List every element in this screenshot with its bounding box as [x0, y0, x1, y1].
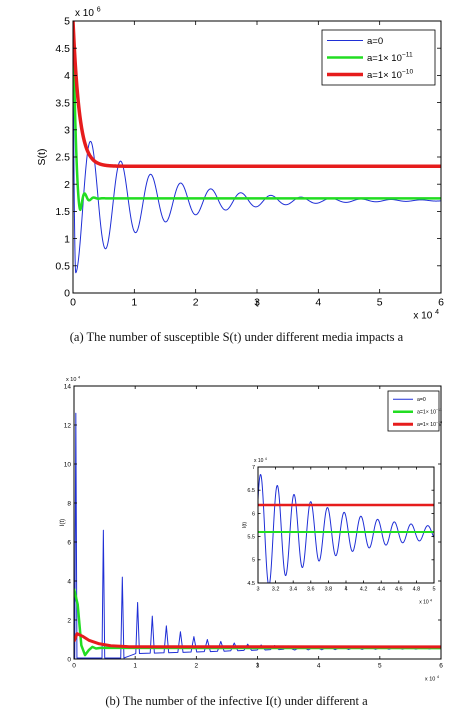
x-axis-label: t — [256, 298, 259, 310]
x-tick-label: 4.6 — [395, 587, 403, 593]
y-tick-label: 0 — [67, 656, 71, 663]
y-tick-label: 4 — [64, 70, 70, 82]
x-tick-label: 1 — [133, 663, 137, 670]
x-tick-label: 6 — [438, 297, 444, 309]
y-tick-label: 0.5 — [55, 260, 70, 272]
y-multiplier: x 10 6 — [75, 7, 101, 20]
x-tick-label: 3.4 — [289, 587, 297, 593]
y-tick-label: 3.5 — [55, 97, 70, 109]
y-axis-label: I(t) — [242, 522, 248, 528]
y-tick-label: 3 — [64, 124, 70, 136]
legend-label: a=1× 10−10 — [417, 421, 442, 428]
series-group — [74, 412, 441, 659]
legend-label: a=1× 10−10 — [367, 69, 413, 81]
x-tick-label: 2 — [195, 663, 199, 670]
y-tick-label: 14 — [64, 383, 72, 390]
y-tick-label: 5 — [252, 558, 255, 564]
x-tick-label: 5 — [378, 663, 382, 670]
y-multiplier: x 10 4 — [254, 457, 267, 464]
x-tick-label: 5 — [432, 587, 435, 593]
y-tick-label: 2 — [67, 617, 71, 624]
y-tick-label: 1.5 — [55, 206, 70, 218]
x-tick-label: 4 — [315, 297, 321, 309]
y-axis-label: S(t) — [36, 149, 48, 166]
plot-inset: 3 3.2 3.4 3.6 3.8 4 4.2 4.4 4.6 4.8 54.555.566.57x… — [242, 457, 436, 606]
y-multiplier: x 10 4 — [66, 376, 81, 383]
x-axis-label: t — [345, 586, 347, 592]
caption-a: (a) The number of susceptible S(t) under… — [69, 330, 404, 344]
x-tick-label: 4.4 — [377, 587, 385, 593]
x-tick-label: 6 — [439, 663, 443, 670]
x-tick-label: 1 — [131, 297, 137, 309]
y-tick-label: 4.5 — [55, 43, 70, 55]
series-line-2 — [74, 632, 441, 649]
y-axis-label: I(t) — [60, 519, 66, 526]
y-tick-label: 4 — [67, 578, 71, 585]
y-tick-label: 10 — [64, 461, 72, 468]
y-tick-label: 6 — [252, 511, 255, 517]
series-group — [73, 21, 441, 274]
x-tick-label: 2 — [193, 297, 199, 309]
y-tick-label: 12 — [64, 422, 72, 429]
x-tick-label: 4 — [317, 663, 321, 670]
series-line-0 — [73, 21, 441, 274]
legend-label: a=0 — [367, 36, 383, 47]
y-tick-label: 5.5 — [247, 535, 255, 541]
series-line-2 — [73, 21, 441, 168]
legend-label: a=0 — [417, 397, 426, 403]
legend-label: a=1× 10−11 — [367, 52, 413, 64]
caption-b: (b) The number of the infective I(t) und… — [105, 694, 368, 708]
y-tick-label: 4.5 — [247, 581, 255, 587]
y-tick-label: 7 — [252, 465, 255, 471]
y-tick-label: 2.5 — [55, 152, 70, 164]
x-tick-label: 5 — [377, 297, 383, 309]
y-tick-label: 1 — [64, 233, 70, 245]
x-multiplier: x 10 4 — [425, 675, 440, 682]
y-tick-label: 6 — [67, 539, 71, 546]
series-line-1 — [74, 588, 441, 657]
x-tick-label: 4.2 — [360, 587, 368, 593]
x-tick-label: 3 — [256, 587, 259, 593]
plot-background — [258, 467, 434, 583]
y-tick-label: 2 — [64, 179, 70, 191]
x-multiplier: x 10 4 — [413, 309, 439, 322]
x-tick-label: 4 — [344, 587, 347, 593]
x-tick-label: 3.8 — [325, 587, 333, 593]
x-axis-label: t — [257, 663, 259, 669]
x-tick-label: 0 — [72, 663, 76, 670]
x-multiplier: x 10 4 — [419, 598, 432, 605]
series-line-0 — [258, 474, 434, 583]
x-tick-label: 3 — [256, 663, 260, 670]
y-tick-label: 0 — [64, 288, 70, 300]
legend-label: a=1× 10−11 — [417, 408, 442, 415]
x-tick-label: 0 — [70, 297, 76, 309]
y-tick-label: 6.5 — [247, 488, 255, 494]
series-line-1 — [73, 21, 441, 212]
x-tick-label: 3 — [254, 297, 260, 309]
x-tick-label: 3.2 — [272, 587, 280, 593]
x-tick-label: 4.8 — [413, 587, 421, 593]
x-tick-label: 3.6 — [307, 587, 315, 593]
y-tick-label: 8 — [67, 500, 71, 507]
y-tick-label: 5 — [64, 16, 70, 28]
plot-a: 0 1 2 3 4 5 6 0 0.5 1 1.5 2 2.5 3 3.5 4 4.5 5 x 10 6 x 10 4… — [36, 7, 444, 322]
series-group — [258, 474, 434, 583]
